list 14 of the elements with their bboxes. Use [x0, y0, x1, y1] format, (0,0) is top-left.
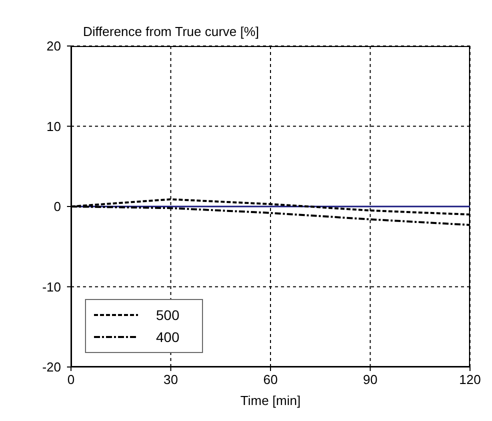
y-tick-label: -10	[42, 279, 61, 294]
x-tick-label: 30	[164, 372, 178, 388]
x-tick-label: 0	[67, 372, 75, 388]
x-axis-title: Time [min]	[240, 393, 301, 408]
legend-label: 400	[156, 328, 180, 347]
y-tick-label: 20	[46, 38, 61, 54]
y-tick-label: -20	[42, 360, 61, 375]
x-tick-label: 90	[363, 372, 378, 388]
x-tick-label: 60	[263, 372, 278, 388]
y-axis-title: Difference from True curve [%]	[83, 24, 260, 39]
y-tick-label: 0	[54, 199, 61, 214]
x-tick-label: 120	[459, 372, 481, 388]
legend-label: 500	[156, 306, 180, 325]
y-tick-label: 10	[46, 118, 61, 134]
